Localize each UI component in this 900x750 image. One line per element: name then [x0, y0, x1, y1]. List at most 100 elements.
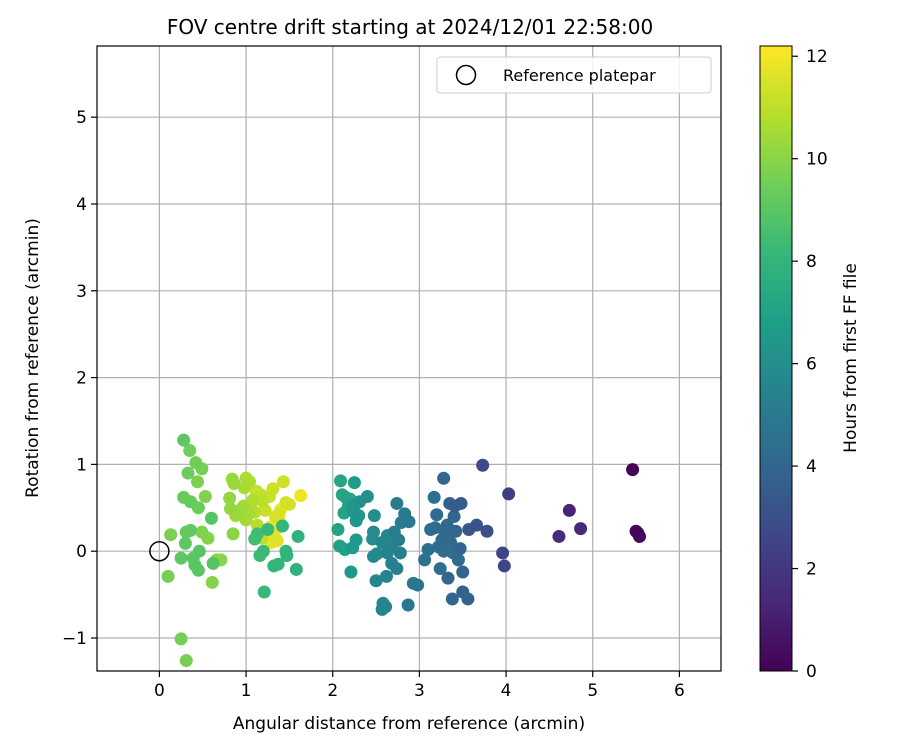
- data-point: [191, 475, 205, 489]
- data-point: [276, 475, 290, 489]
- x-tick-label: 6: [674, 681, 685, 701]
- data-point: [454, 496, 468, 510]
- y-tick-label: 0: [76, 542, 87, 562]
- y-tick-label: −1: [62, 629, 87, 649]
- colorbar-tick-label: 12: [806, 47, 828, 67]
- data-point: [294, 489, 308, 503]
- data-point: [225, 472, 239, 486]
- data-point: [461, 592, 475, 606]
- data-point: [398, 507, 412, 521]
- colorbar-tick-label: 10: [806, 150, 828, 170]
- data-point: [179, 654, 193, 668]
- data-point: [334, 474, 348, 488]
- data-point: [366, 549, 380, 563]
- data-point: [289, 562, 303, 576]
- data-point: [437, 471, 451, 485]
- y-tick-label: 3: [76, 282, 87, 302]
- data-point: [198, 490, 212, 504]
- data-point: [496, 546, 510, 560]
- y-tick-label: 1: [76, 455, 87, 475]
- data-point: [427, 490, 441, 504]
- legend: Reference platepar: [436, 56, 712, 94]
- data-point: [497, 559, 511, 573]
- data-point: [282, 497, 296, 511]
- data-point: [280, 549, 294, 563]
- data-point: [379, 569, 393, 583]
- data-point: [470, 518, 484, 532]
- x-tick-label: 5: [587, 681, 598, 701]
- data-point: [205, 575, 219, 589]
- plot-frame: [96, 45, 722, 672]
- data-point: [257, 585, 271, 599]
- data-point: [331, 523, 345, 537]
- data-point: [366, 525, 380, 539]
- data-point: [390, 496, 404, 510]
- data-point: [337, 506, 351, 520]
- colorbar-tick-label: 2: [806, 560, 817, 580]
- data-point: [387, 525, 401, 539]
- colorbar: [759, 45, 793, 672]
- data-point: [347, 476, 361, 490]
- data-point: [177, 433, 191, 447]
- legend-marker-reference-platepar: [455, 64, 477, 86]
- legend-box: [436, 56, 712, 94]
- data-point: [344, 565, 358, 579]
- y-axis: −1 0 1 2 3 4 5: [62, 108, 97, 649]
- colorbar-tick-label: 0: [806, 662, 817, 682]
- reference-marker-group: [149, 540, 170, 562]
- data-point: [181, 466, 195, 480]
- data-point: [379, 600, 393, 614]
- data-point: [476, 458, 490, 472]
- data-point: [449, 524, 463, 538]
- colorbar-tick-label: 4: [806, 457, 817, 477]
- colorbar-tick-label: 8: [806, 252, 817, 272]
- colorbar-label: Hours from first FF file: [841, 263, 861, 453]
- data-point: [239, 513, 253, 527]
- data-point: [174, 632, 188, 646]
- data-point: [451, 553, 465, 567]
- data-point: [261, 523, 275, 537]
- data-point: [433, 562, 447, 576]
- data-point: [237, 481, 251, 495]
- data-point: [250, 527, 264, 541]
- data-point: [161, 569, 175, 583]
- data-point: [291, 529, 305, 543]
- data-point: [502, 487, 516, 501]
- data-point: [267, 559, 281, 573]
- data-point: [411, 578, 425, 592]
- x-tick-label: 0: [154, 681, 165, 701]
- data-point: [183, 444, 197, 458]
- data-point: [349, 533, 363, 547]
- data-point: [380, 546, 394, 560]
- data-point: [574, 522, 588, 536]
- data-point: [269, 509, 283, 523]
- x-axis-label: Angular distance from reference (arcmin): [233, 714, 585, 734]
- x-tick-label: 3: [414, 681, 425, 701]
- data-point: [369, 574, 383, 588]
- data-point: [421, 542, 435, 556]
- scatter-points: [161, 433, 647, 668]
- data-point: [390, 562, 404, 576]
- data-point: [401, 598, 415, 612]
- data-point: [174, 551, 188, 565]
- data-point: [367, 509, 381, 523]
- data-point: [223, 502, 237, 516]
- data-point: [204, 511, 218, 525]
- data-point: [269, 533, 283, 547]
- data-point: [223, 491, 237, 505]
- x-tick-label: 4: [501, 681, 512, 701]
- data-point: [178, 536, 192, 550]
- data-point: [253, 549, 267, 563]
- data-point: [626, 463, 640, 477]
- data-point: [480, 524, 494, 538]
- colorbar-tick-label: 6: [806, 355, 817, 375]
- x-axis: 0 1 2 3 4 5 6: [154, 671, 685, 701]
- y-axis-label: Rotation from reference (arcmin): [23, 218, 43, 498]
- data-point: [435, 533, 449, 547]
- data-point: [418, 553, 432, 567]
- data-point: [275, 519, 289, 533]
- data-point: [184, 495, 198, 509]
- data-point: [179, 525, 193, 539]
- reference-platepar-marker: [149, 540, 170, 562]
- legend-label-reference-platepar: Reference platepar: [503, 66, 656, 85]
